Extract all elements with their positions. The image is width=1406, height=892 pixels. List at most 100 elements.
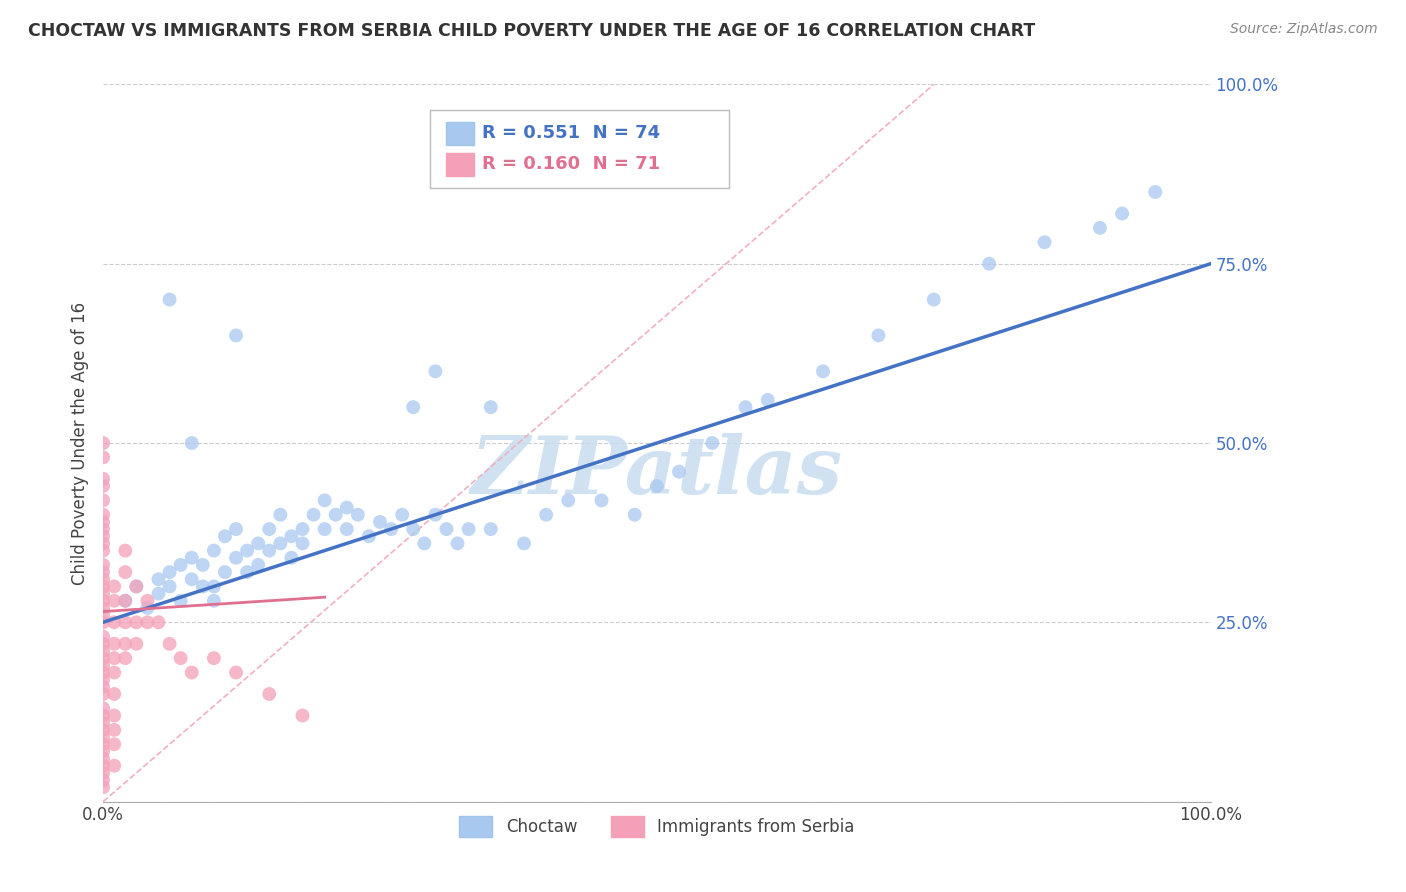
Point [91, 644, 114, 658]
Point [148, 615, 170, 630]
Point [357, 529, 380, 543]
Point [103, 723, 125, 737]
Point [180, 436, 202, 450]
Point [380, 522, 402, 536]
Text: R = 0.551  N = 74: R = 0.551 N = 74 [482, 124, 659, 142]
Point [91, 780, 114, 795]
Point [91, 651, 114, 665]
Point [114, 594, 136, 608]
Point [125, 637, 148, 651]
Point [91, 615, 114, 630]
Text: Source: ZipAtlas.com: Source: ZipAtlas.com [1230, 22, 1378, 37]
Point [1033, 235, 1056, 250]
Point [1111, 206, 1133, 220]
Point [103, 594, 125, 608]
Point [180, 572, 202, 586]
Point [645, 479, 668, 493]
Legend: Choctaw, Immigrants from Serbia: Choctaw, Immigrants from Serbia [453, 810, 862, 844]
Point [336, 500, 359, 515]
Point [91, 658, 114, 673]
Point [180, 665, 202, 680]
Point [91, 665, 114, 680]
Point [103, 637, 125, 651]
Point [91, 515, 114, 529]
Point [91, 572, 114, 586]
Point [479, 400, 502, 414]
Point [114, 651, 136, 665]
Point [236, 543, 259, 558]
Point [91, 723, 114, 737]
Point [125, 579, 148, 593]
Point [91, 608, 114, 623]
Point [225, 665, 247, 680]
Point [591, 493, 613, 508]
Point [103, 665, 125, 680]
Point [269, 536, 291, 550]
Point [280, 529, 302, 543]
Point [91, 737, 114, 751]
Point [91, 673, 114, 687]
Point [91, 758, 114, 772]
Point [702, 436, 724, 450]
Text: CHOCTAW VS IMMIGRANTS FROM SERBIA CHILD POVERTY UNDER THE AGE OF 16 CORRELATION : CHOCTAW VS IMMIGRANTS FROM SERBIA CHILD … [28, 22, 1035, 40]
Point [436, 522, 458, 536]
Point [91, 543, 114, 558]
Point [259, 687, 281, 701]
Point [91, 529, 114, 543]
Point [91, 751, 114, 765]
Point [91, 436, 114, 450]
Point [457, 522, 479, 536]
Point [291, 522, 314, 536]
Point [623, 508, 645, 522]
Point [202, 651, 225, 665]
Y-axis label: Child Poverty Under the Age of 16: Child Poverty Under the Age of 16 [72, 301, 89, 584]
Point [103, 615, 125, 630]
Point [479, 522, 502, 536]
Point [91, 586, 114, 600]
Point [269, 508, 291, 522]
Point [225, 550, 247, 565]
Point [91, 744, 114, 758]
Point [347, 508, 370, 522]
Point [159, 293, 181, 307]
Point [236, 565, 259, 579]
Point [425, 508, 447, 522]
Point [302, 508, 325, 522]
Point [979, 257, 1001, 271]
Point [180, 550, 202, 565]
Point [91, 730, 114, 744]
Point [91, 601, 114, 615]
Point [91, 536, 114, 550]
Point [159, 565, 181, 579]
FancyBboxPatch shape [430, 110, 728, 188]
Point [136, 601, 159, 615]
Point [159, 579, 181, 593]
Point [91, 687, 114, 701]
Point [247, 536, 270, 550]
Point [446, 536, 468, 550]
Point [103, 737, 125, 751]
Point [202, 543, 225, 558]
Point [91, 472, 114, 486]
Point [247, 558, 270, 572]
Point [91, 701, 114, 715]
Point [413, 536, 436, 550]
Point [103, 687, 125, 701]
Point [225, 328, 247, 343]
Point [91, 508, 114, 522]
Point [811, 364, 834, 378]
Point [734, 400, 756, 414]
Point [125, 579, 148, 593]
Point [159, 637, 181, 651]
Text: ZIPatlas: ZIPatlas [471, 433, 844, 510]
Point [1088, 220, 1111, 235]
Point [557, 493, 579, 508]
Point [259, 522, 281, 536]
Point [91, 565, 114, 579]
Point [756, 392, 779, 407]
Point [103, 651, 125, 665]
Point [91, 630, 114, 644]
Point [868, 328, 890, 343]
Point [103, 579, 125, 593]
Point [125, 615, 148, 630]
